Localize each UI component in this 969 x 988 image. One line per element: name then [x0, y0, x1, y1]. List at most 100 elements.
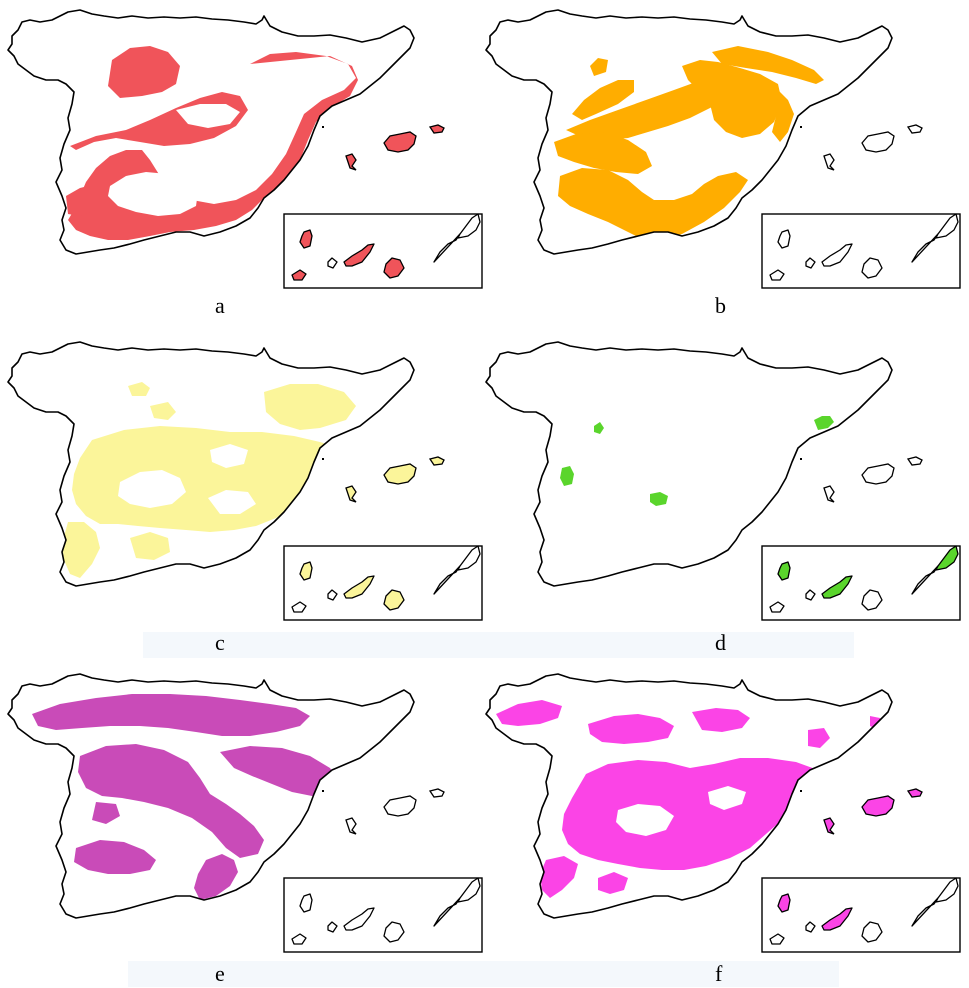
distribution-area [496, 700, 562, 726]
distribution-area [32, 694, 310, 736]
islet [800, 126, 802, 128]
canary-island [299, 561, 313, 581]
distribution-area [130, 532, 170, 560]
distribution-area [558, 168, 748, 240]
distribution-area [108, 46, 180, 98]
distribution-area [712, 46, 824, 84]
canary-island [777, 561, 791, 581]
distribution-area [194, 854, 238, 900]
spain-map-f [485, 673, 961, 953]
ibiza-island [823, 817, 835, 835]
distribution-gap [708, 786, 746, 810]
map-panel-c: c [0, 332, 484, 655]
islet [800, 458, 802, 460]
menorca-island [906, 124, 923, 134]
peninsula-fill [486, 342, 892, 586]
canary-island [433, 897, 461, 927]
canary-island [343, 575, 375, 599]
map-panel-a: a [0, 0, 484, 320]
background-band [143, 632, 854, 658]
canary-island [291, 601, 307, 613]
islet [322, 126, 324, 128]
distribution-area [560, 466, 574, 486]
canary-inset-frame [761, 877, 961, 953]
distribution-area [78, 744, 264, 858]
canary-island [299, 893, 313, 913]
ibiza-island [345, 485, 357, 503]
distribution-area [74, 840, 156, 874]
mallorca-island [383, 795, 417, 817]
canary-island [457, 213, 481, 239]
distribution-layer [62, 382, 356, 578]
peninsula-outline [485, 341, 893, 587]
distribution-area [264, 384, 356, 430]
distribution-area [772, 90, 794, 142]
canary-island [911, 233, 939, 263]
peninsula-outline [7, 9, 415, 255]
distribution-area [566, 80, 724, 140]
distribution-area [66, 184, 104, 216]
distribution-area [150, 402, 176, 420]
distribution-gap [208, 490, 256, 514]
canary-island [805, 257, 816, 269]
distribution-area [650, 492, 668, 506]
distribution-area [72, 426, 340, 532]
map-panel-b: b [478, 0, 962, 320]
canary-island [383, 257, 405, 279]
spain-map-d [485, 341, 961, 621]
canary-island [769, 933, 785, 945]
canary-island [383, 589, 405, 611]
canary-island [299, 229, 313, 249]
spain-map-e [7, 673, 483, 953]
canary-island [457, 545, 481, 571]
mallorca-island [383, 131, 417, 153]
distribution-area [220, 746, 340, 796]
distribution-area [590, 58, 608, 76]
distribution-gap [118, 470, 186, 508]
distribution-area [588, 714, 674, 744]
distribution-area [692, 708, 750, 732]
menorca-island [906, 456, 923, 466]
ibiza-island [345, 153, 357, 171]
canary-island [821, 243, 853, 267]
canary-island [769, 601, 785, 613]
canary-island [911, 565, 939, 595]
distribution-layer [554, 46, 824, 240]
spain-map-b [485, 9, 961, 289]
canary-island [291, 269, 307, 281]
map-panel-e: e [0, 664, 484, 986]
distribution-gap [210, 444, 248, 468]
panel-label-c: c [215, 630, 225, 655]
canary-island [911, 897, 939, 927]
distribution-area [814, 416, 834, 430]
canary-island [457, 877, 481, 903]
distribution-area [562, 758, 828, 870]
map-panel-d: d [478, 332, 962, 655]
canary-island [327, 921, 338, 933]
distribution-gap [108, 172, 198, 216]
canary-island [777, 893, 791, 913]
background-band [128, 961, 839, 987]
canary-island [777, 229, 791, 249]
distribution-area [62, 522, 100, 578]
distribution-layer [560, 416, 834, 506]
distribution-area [808, 728, 830, 748]
distribution-gap [616, 804, 674, 836]
panel-label-b: b [715, 293, 726, 318]
menorca-island [428, 124, 445, 134]
ibiza-island [823, 153, 835, 171]
mallorca-island [861, 131, 895, 153]
canary-island [805, 589, 816, 601]
canary-island [343, 243, 375, 267]
canary-island [821, 907, 853, 931]
canary-island [935, 213, 959, 239]
canary-island [861, 257, 883, 279]
peninsula-outline [485, 9, 893, 255]
distribution-area [540, 856, 578, 898]
canary-island [433, 565, 461, 595]
canary-inset-frame [283, 877, 483, 953]
spain-map-c [7, 341, 483, 621]
menorca-island [428, 788, 445, 798]
panel-label-d: d [715, 630, 726, 655]
